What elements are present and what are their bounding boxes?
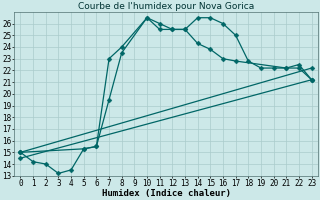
X-axis label: Humidex (Indice chaleur): Humidex (Indice chaleur) (101, 189, 230, 198)
Title: Courbe de l'humidex pour Nova Gorica: Courbe de l'humidex pour Nova Gorica (78, 2, 254, 11)
